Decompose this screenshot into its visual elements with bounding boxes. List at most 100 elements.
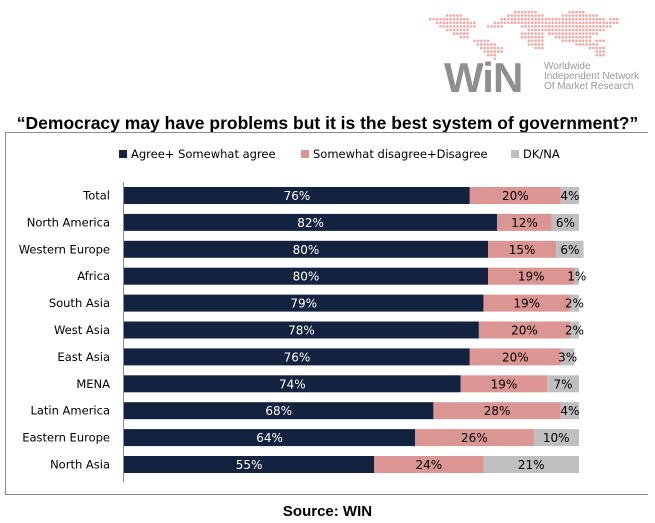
bar-latin-america-agree-somewhat-agree xyxy=(124,402,434,420)
map-dot xyxy=(595,25,599,28)
map-dot xyxy=(578,25,582,28)
map-dot xyxy=(452,14,456,17)
map-dot xyxy=(581,43,585,46)
map-dot xyxy=(439,17,442,21)
map-dot xyxy=(578,10,582,14)
map-dot xyxy=(541,32,544,35)
map-dot xyxy=(479,39,483,43)
map-dot xyxy=(595,14,599,17)
category-label-mena: MENA xyxy=(76,377,110,391)
map-dot xyxy=(459,28,463,32)
map-dot xyxy=(595,43,599,46)
map-dot xyxy=(476,39,480,43)
map-dot xyxy=(466,25,469,28)
map-dot xyxy=(462,28,466,32)
bar-total-dk-na xyxy=(560,187,579,204)
map-dot xyxy=(554,17,558,21)
map-dot xyxy=(524,10,527,14)
map-dot xyxy=(524,32,527,35)
map-dot xyxy=(530,14,534,17)
map-dot xyxy=(462,32,466,35)
map-dot xyxy=(578,35,582,39)
data-label-mena-somewhat-disagree-disagree: 19% xyxy=(491,377,518,391)
map-dot xyxy=(456,14,459,17)
map-dot xyxy=(507,21,510,25)
legend-swatch-disagree xyxy=(301,150,309,158)
map-dot xyxy=(551,21,554,25)
data-label-north-asia-agree-somewhat-agree: 55% xyxy=(236,458,263,472)
map-dot xyxy=(564,39,568,43)
map-dot xyxy=(493,53,497,57)
map-dot xyxy=(534,17,537,21)
map-dot xyxy=(520,10,524,14)
map-dot xyxy=(551,32,554,35)
map-dot xyxy=(578,28,582,32)
map-dot xyxy=(452,32,456,35)
map-dot xyxy=(490,50,493,53)
map-dot xyxy=(500,50,503,53)
map-dot xyxy=(578,32,582,35)
map-dot xyxy=(534,43,537,46)
map-dot xyxy=(544,28,548,32)
map-dot xyxy=(578,43,582,46)
map-dot xyxy=(592,32,595,35)
data-label-mena-agree-somewhat-agree: 74% xyxy=(279,377,306,391)
map-dot xyxy=(520,17,524,21)
map-dot xyxy=(473,39,476,43)
map-dot xyxy=(588,46,592,50)
map-dot xyxy=(554,21,558,25)
map-dot xyxy=(585,43,588,46)
map-dot xyxy=(496,50,500,53)
map-dot xyxy=(598,25,602,28)
map-dot xyxy=(558,25,561,28)
map-dot xyxy=(595,21,599,25)
data-label-north-asia-dk-na: 21% xyxy=(518,458,545,472)
map-dot xyxy=(571,17,575,21)
map-dot xyxy=(541,28,544,32)
map-dot xyxy=(615,17,619,21)
map-dot xyxy=(459,25,463,28)
map-dot xyxy=(462,35,466,39)
map-dot xyxy=(490,53,493,57)
bar-east-asia-dk-na xyxy=(560,348,575,366)
map-dot xyxy=(598,17,602,21)
data-label-eastern-europe-agree-somewhat-agree: 64% xyxy=(256,431,283,445)
map-dot xyxy=(490,46,493,50)
map-dot xyxy=(445,14,449,17)
map-dot xyxy=(456,21,459,25)
map-dot xyxy=(568,39,571,43)
bar-western-europe-dk-na xyxy=(556,240,584,258)
bar-mena-agree-somewhat-agree xyxy=(124,375,461,393)
map-dot xyxy=(568,14,571,17)
map-dot xyxy=(527,21,531,25)
map-dot xyxy=(598,46,602,50)
data-label-eastern-europe-dk-na: 10% xyxy=(543,431,570,445)
map-dot xyxy=(592,28,595,32)
map-dot xyxy=(445,28,449,32)
map-dot xyxy=(541,25,544,28)
map-dot xyxy=(466,17,469,21)
legend-item-disagree: Somewhat disagree+Disagree xyxy=(301,147,488,161)
map-dot xyxy=(581,35,585,39)
map-dot xyxy=(435,21,439,25)
chart-frame xyxy=(5,132,648,495)
map-dot xyxy=(585,39,588,43)
map-dot xyxy=(568,35,571,39)
map-dot xyxy=(554,25,558,28)
map-dot xyxy=(490,43,493,46)
map-dot xyxy=(588,35,592,39)
bar-africa-agree-somewhat-agree xyxy=(124,267,488,285)
logo-tagline-line-2: Independent Network xyxy=(544,71,640,82)
map-dot xyxy=(592,14,595,17)
map-dot xyxy=(439,21,442,25)
map-dot xyxy=(568,17,571,21)
bar-africa-somewhat-disagree-disagree xyxy=(488,267,575,285)
map-dot xyxy=(530,39,534,43)
map-dot xyxy=(595,17,599,21)
map-dot xyxy=(449,25,452,28)
data-label-africa-dk-na: 1% xyxy=(567,270,586,284)
map-dot xyxy=(537,17,541,21)
map-dot xyxy=(534,25,537,28)
map-dot xyxy=(449,14,452,17)
map-dot xyxy=(575,21,578,25)
